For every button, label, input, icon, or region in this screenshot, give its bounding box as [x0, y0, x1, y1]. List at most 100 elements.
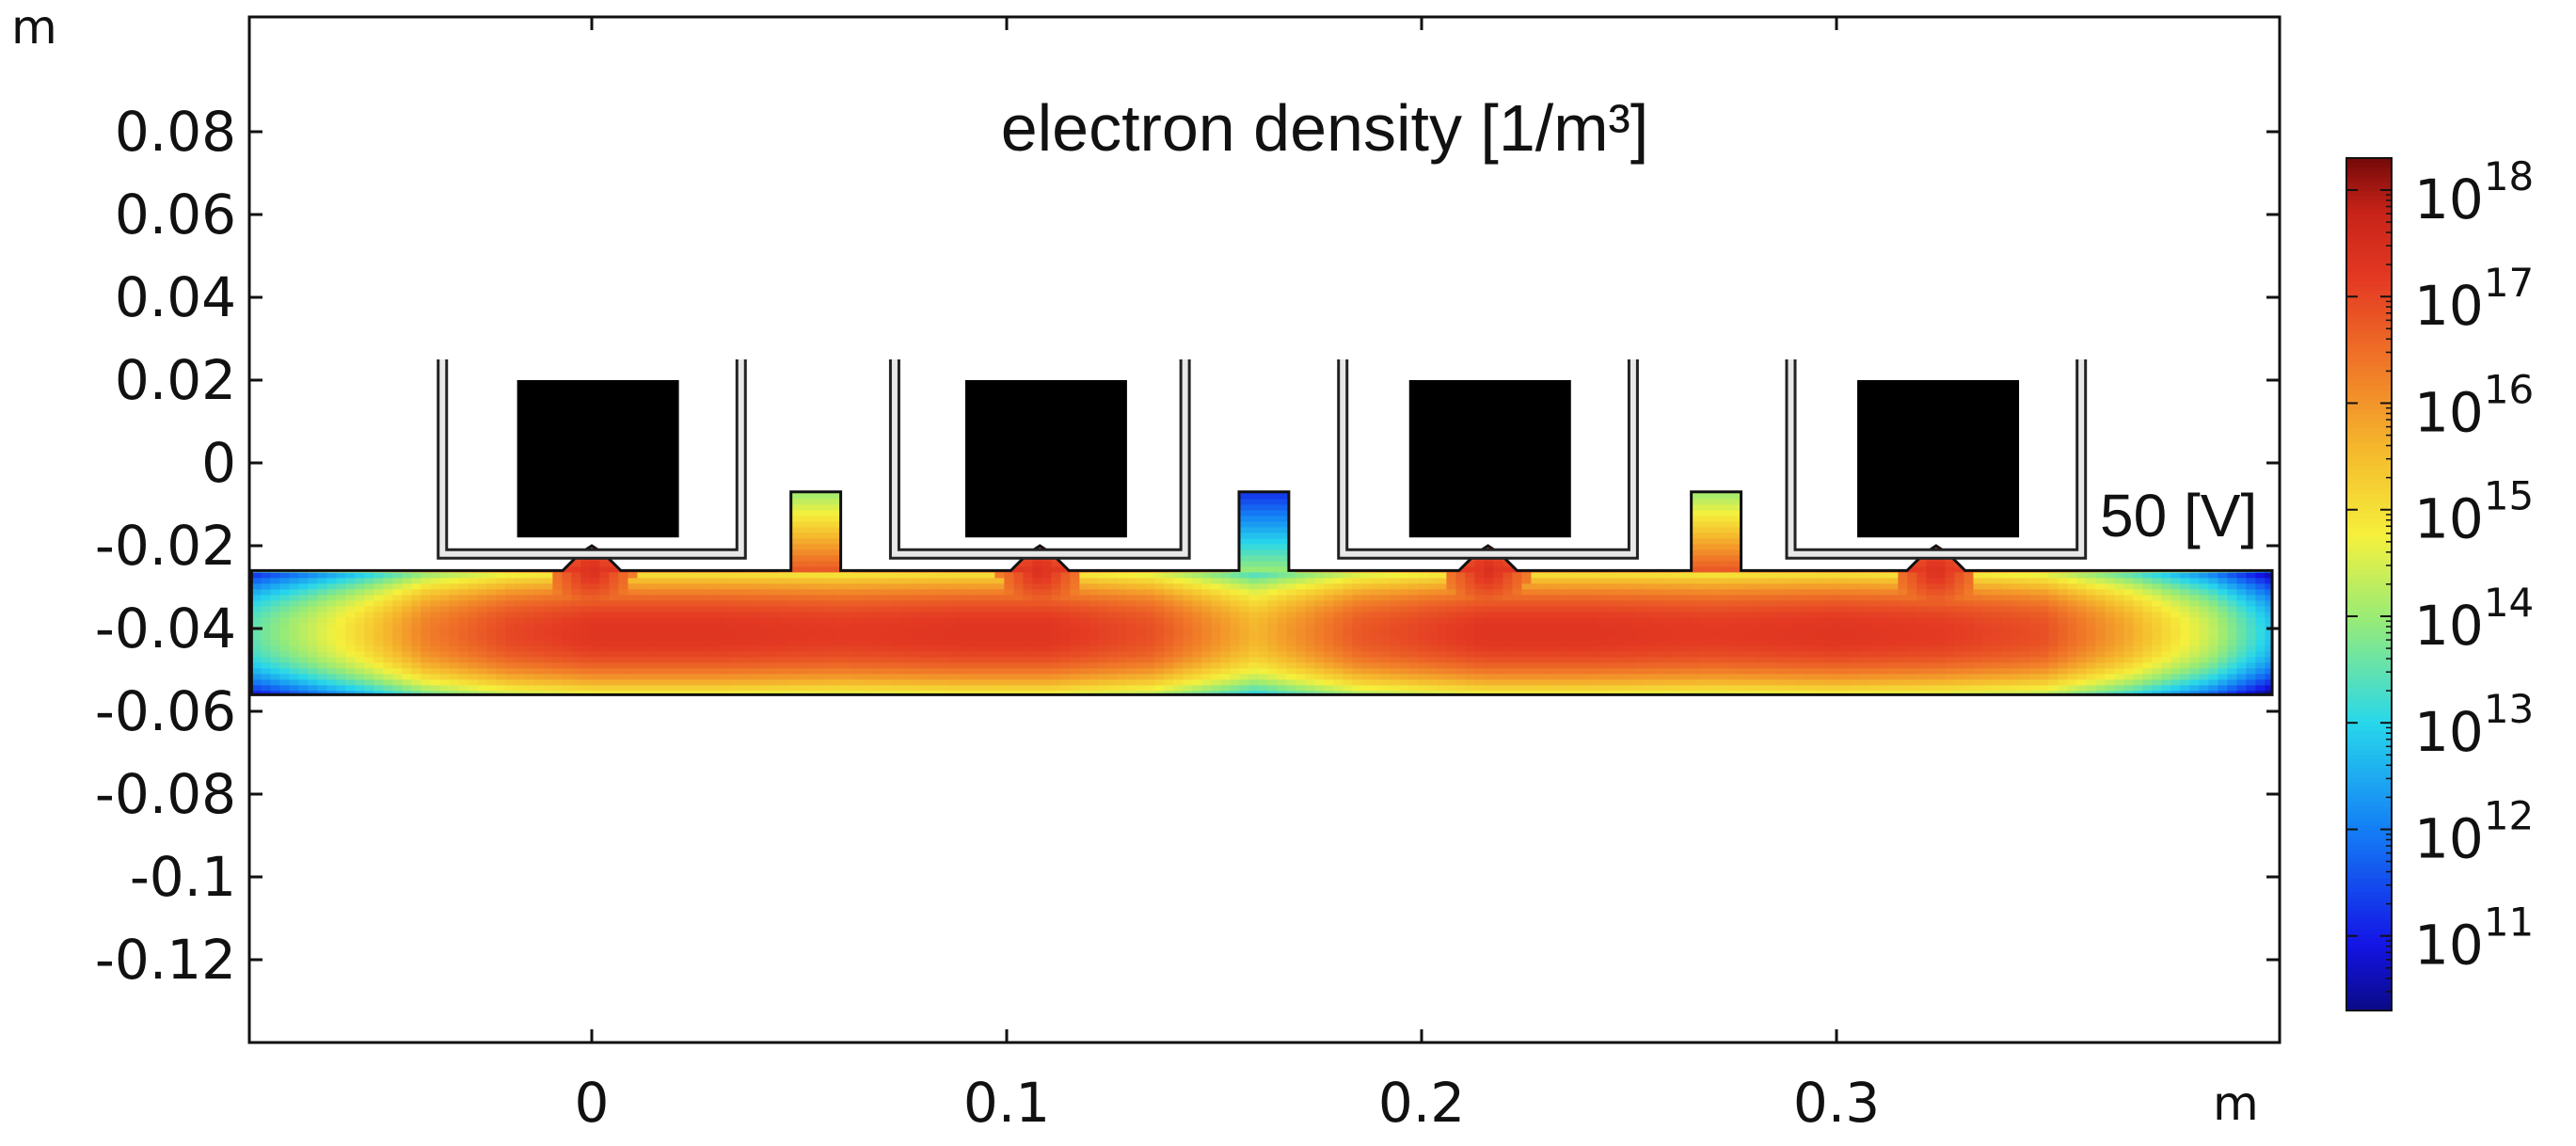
colorbar-band: [2346, 536, 2392, 543]
colorbar-band: [2346, 163, 2392, 169]
colorbar-band: [2346, 678, 2392, 685]
colorbar-band: [2346, 300, 2392, 307]
colorbar-band: [2346, 172, 2392, 179]
colorbar-band: [2346, 262, 2392, 268]
colorbar-tick-label: 1013: [2414, 686, 2534, 764]
colorbar-band: [2346, 371, 2392, 377]
colorbar-band: [2346, 200, 2392, 207]
colorbar-band: [2346, 314, 2392, 321]
colorbar-band: [2346, 868, 2392, 875]
colorbar-band: [2346, 674, 2392, 680]
colorbar-band: [2346, 357, 2392, 363]
colorbar-band: [2346, 489, 2392, 496]
colorbar-band: [2346, 901, 2392, 908]
colorbar-band: [2346, 532, 2392, 538]
colorbar-band: [2346, 229, 2392, 235]
colorbar-band: [2346, 324, 2392, 330]
colorbar-band: [2346, 413, 2392, 420]
colorbar-band: [2346, 290, 2392, 296]
colorbar-band: [2346, 447, 2392, 454]
colorbar-band: [2346, 233, 2392, 240]
colorbar-band: [2346, 347, 2392, 354]
colorbar-band: [2346, 452, 2392, 458]
colorbar-band: [2346, 844, 2392, 851]
y-tick-label: 0.06: [115, 183, 236, 247]
colorbar-band: [2346, 736, 2392, 742]
colorbar-band: [2346, 849, 2392, 855]
colorbar: 1018 1017 1016 1015 1014 1013 1012 1011: [2345, 153, 2534, 1011]
colorbar-band: [2346, 669, 2392, 676]
colorbar-band: [2346, 319, 2392, 326]
colorbar-band: [2346, 897, 2392, 903]
colorbar-band: [2346, 963, 2392, 969]
coil-3: [1337, 359, 1639, 560]
colorbar-band: [2346, 466, 2392, 472]
colorbar-band: [2346, 266, 2392, 273]
colorbar-band: [2346, 342, 2392, 349]
colorbar-band: [2346, 404, 2392, 410]
colorbar-band: [2346, 769, 2392, 775]
colorbar-band: [2346, 177, 2392, 183]
colorbar-band: [2346, 541, 2392, 548]
colorbar-band: [2346, 802, 2392, 808]
y-tick-label: 0.04: [115, 265, 236, 329]
colorbar-band: [2346, 219, 2392, 226]
colorbar-band: [2346, 991, 2392, 997]
colorbar-band: [2346, 953, 2392, 960]
colorbar-band: [2346, 683, 2392, 690]
colorbar-band: [2346, 485, 2392, 491]
y-tick-label: 0.02: [115, 348, 236, 412]
colorbar-band: [2346, 361, 2392, 368]
coil-cup-inner: [891, 359, 1188, 557]
colorbar-band: [2346, 650, 2392, 657]
colorbar-band: [2346, 655, 2392, 661]
colorbar-band: [2346, 892, 2392, 899]
colorbar-band: [2346, 697, 2392, 704]
colorbar-band: [2346, 442, 2392, 449]
y-axis-unit: m: [11, 0, 57, 55]
colorbar-band: [2346, 182, 2392, 188]
colorbar-band: [2346, 215, 2392, 221]
colorbar-band: [2346, 390, 2392, 396]
colorbar-band: [2346, 210, 2392, 216]
colorbar-band: [2346, 716, 2392, 723]
colorbar-band: [2346, 499, 2392, 505]
colorbar-band: [2346, 432, 2392, 438]
coil-1: [437, 359, 747, 560]
colorbar-band: [2346, 613, 2392, 619]
colorbar-band: [2346, 906, 2392, 913]
colorbar-band: [2346, 631, 2392, 638]
colorbar-band: [2346, 196, 2392, 202]
colorbar-band: [2346, 830, 2392, 836]
colorbar-band: [2346, 494, 2392, 501]
colorbar-band: [2346, 702, 2392, 708]
colorbar-band: [2346, 205, 2392, 212]
coil-cup-inner: [439, 359, 744, 557]
colorbar-band: [2346, 608, 2392, 614]
colorbar-band: [2346, 839, 2392, 846]
coil-4: [1785, 359, 2088, 560]
coil-block: [964, 380, 1127, 538]
colorbar-band: [2346, 380, 2392, 387]
colorbar-band: [2346, 977, 2392, 983]
colorbar-band: [2346, 731, 2392, 738]
colorbar-band: [2346, 755, 2392, 761]
axes-frame: [247, 15, 2282, 1044]
colorbar-band: [2346, 820, 2392, 827]
y-tick-label: -0.08: [95, 762, 236, 826]
colorbar-band: [2346, 617, 2392, 624]
x-tick-label: 0.2: [1378, 1071, 1465, 1135]
colorbar-tick-label: 1011: [2414, 899, 2534, 978]
voltage-annotation: 50 [V]: [2100, 482, 2257, 549]
x-tick-label: 0: [575, 1071, 610, 1135]
colorbar-band: [2346, 788, 2392, 794]
colorbar-band: [2346, 437, 2392, 443]
colorbar-band: [2346, 825, 2392, 832]
colorbar-band: [2346, 480, 2392, 486]
colorbar-band: [2346, 294, 2392, 301]
colorbar-band: [2346, 352, 2392, 358]
colorbar-tick-label: 1015: [2414, 473, 2534, 551]
colorbar-band: [2346, 934, 2392, 941]
colorbar-band: [2346, 967, 2392, 974]
colorbar-band: [2346, 726, 2392, 733]
